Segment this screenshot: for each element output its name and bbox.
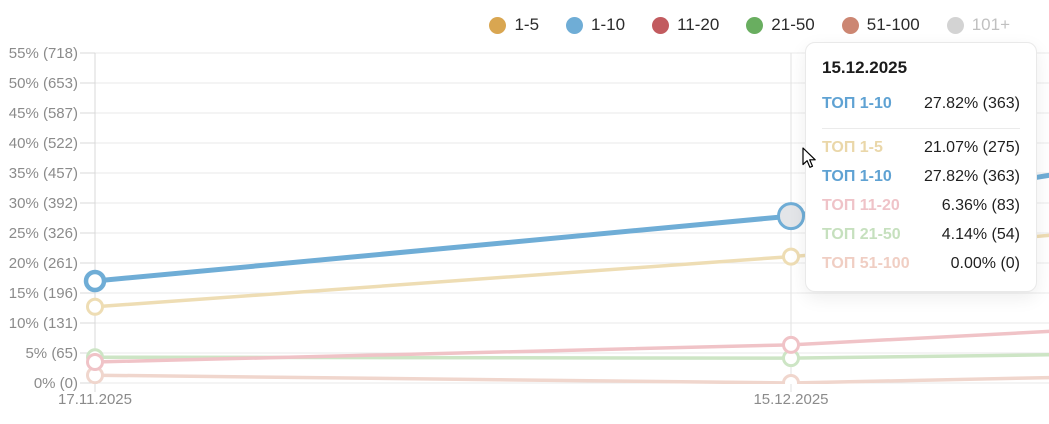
- legend-dot-icon: [841, 16, 859, 34]
- x-axis-label: 17.11.2025: [58, 391, 132, 408]
- legend-dot-icon: [946, 16, 964, 34]
- tooltip-series-label: ТОП 11-20: [822, 197, 900, 214]
- y-axis-label: 40% (522): [9, 135, 78, 152]
- tooltip-series-value: 27.82% (363): [923, 168, 1020, 185]
- tooltip-series-value: 6.36% (83): [941, 197, 1020, 214]
- legend-item-label: 11-20: [677, 15, 720, 34]
- tooltip-series-label: ТОП 1-5: [822, 139, 883, 156]
- y-axis-label: 5% (65): [25, 345, 78, 362]
- tooltip-series-label: ТОП 51-100: [822, 255, 910, 272]
- legend-item-label: 101+: [971, 15, 1010, 34]
- legend-item-label: 51-100: [866, 15, 920, 34]
- legend-item-label: 21-50: [771, 15, 815, 34]
- tooltip-series-label: ТОП 1-10: [822, 168, 892, 185]
- y-axis-label: 50% (653): [9, 75, 78, 92]
- tooltip-highlight-label: ТОП 1-10: [822, 95, 892, 112]
- legend-dot-icon: [489, 16, 507, 34]
- y-axis-label: 30% (392): [9, 195, 78, 212]
- y-axis-label: 55% (718): [9, 45, 78, 62]
- legend-item-label: 1-5: [514, 15, 540, 34]
- data-point-51-100: [782, 374, 800, 384]
- data-point-1-5: [86, 297, 104, 316]
- tooltip-rows: ТОП 1-5 21.07% (275) ТОП 1-10 27.82% (363) Т…: [822, 133, 1020, 278]
- data-point-1-5: [782, 247, 800, 266]
- legend-dot-icon: [652, 16, 670, 34]
- y-axis-label: 20% (261): [9, 255, 78, 272]
- chart-legend: 1-5 1-10 11-20 21-50 51-100 101+: [489, 15, 1010, 35]
- mouse-cursor-icon: [802, 147, 816, 168]
- legend-item-21-50[interactable]: 21-50: [746, 15, 815, 35]
- y-axis-label: 45% (587): [9, 105, 78, 122]
- data-point-11-20: [86, 353, 104, 371]
- tooltip-row: ТОП 51-100 0.00% (0): [822, 249, 1020, 278]
- tooltip-row: ТОП 1-10 27.82% (363): [822, 162, 1020, 191]
- x-axis-label: 15.12.2025: [753, 391, 828, 408]
- legend-item-101+[interactable]: 101+: [946, 15, 1010, 35]
- tooltip-highlight-value: 27.82% (363): [923, 95, 1020, 112]
- series-line-51-100: [93, 373, 1049, 384]
- tooltip-row: ТОП 21-50 4.14% (54): [822, 220, 1020, 249]
- tooltip-series-value: 0.00% (0): [950, 255, 1020, 272]
- tooltip-highlight-row: ТОП 1-10 27.82% (363): [822, 89, 1020, 118]
- tooltip-row: ТОП 1-5 21.07% (275): [822, 133, 1020, 162]
- legend-item-1-5[interactable]: 1-5: [489, 15, 539, 35]
- y-axis-label: 15% (196): [9, 285, 78, 302]
- data-point-11-20: [782, 335, 800, 354]
- legend-item-1-10[interactable]: 1-10: [566, 15, 625, 35]
- tooltip-row: ТОП 11-20 6.36% (83): [822, 191, 1020, 220]
- y-axis-label: 25% (326): [9, 225, 78, 242]
- data-point-1-10: [83, 269, 107, 293]
- active-point-1-10: [777, 202, 805, 231]
- tooltip-series-value: 4.14% (54): [941, 226, 1020, 243]
- tooltip-divider: [822, 128, 1020, 129]
- tooltip-date: 15.12.2025: [822, 58, 908, 77]
- legend-dot-icon: [566, 16, 584, 34]
- legend-item-label: 1-10: [591, 15, 626, 34]
- legend-item-11-20[interactable]: 11-20: [652, 15, 719, 35]
- legend-dot-icon: [746, 16, 764, 34]
- chart-tooltip: 15.12.2025 ТОП 1-10 27.82% (363) ТОП 1-5…: [805, 42, 1037, 292]
- legend-item-51-100[interactable]: 51-100: [841, 15, 920, 35]
- y-axis-label: 35% (457): [9, 165, 78, 182]
- y-axis-label: 10% (131): [9, 315, 78, 332]
- tooltip-series-label: ТОП 21-50: [822, 226, 901, 243]
- tooltip-series-value: 21.07% (275): [923, 139, 1020, 156]
- y-axis-label: 0% (0): [34, 375, 78, 392]
